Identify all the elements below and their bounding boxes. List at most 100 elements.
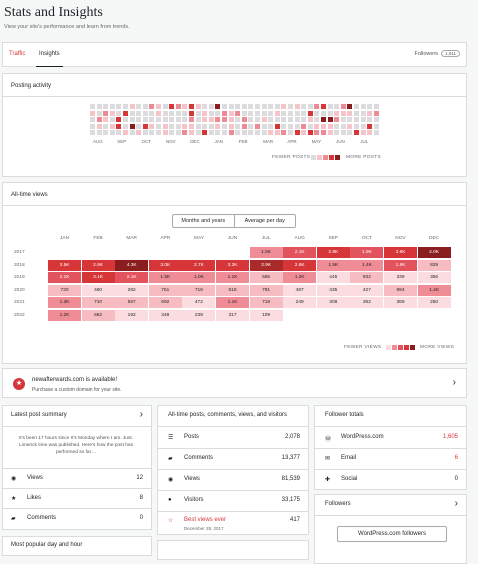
heatmap-cell[interactable]: 692 [148,297,182,308]
heatmap-cell[interactable]: 356 [417,272,451,283]
heatmap-cell[interactable]: 3.3K [216,259,249,271]
posting-legend-fewer: FEWER POSTS [272,155,311,160]
activity-day [314,123,320,129]
heatmap-cell[interactable]: 460 [81,284,115,296]
activity-day [156,104,161,109]
heatmap-cell[interactable]: 518 [216,284,249,296]
heatmap-cell[interactable]: 308 [316,297,350,308]
heatmap-cell[interactable]: 1.0K [182,272,216,283]
divider [3,468,151,469]
heatmap-cell[interactable]: 1.9K [350,247,384,258]
followers-type-select[interactable]: WordPress.com followers [337,526,447,542]
heatmap-cell[interactable]: 487 [283,284,317,296]
heatmap-cell[interactable]: 4.0K [417,247,451,258]
stat-value[interactable]: 6 [454,455,458,461]
activity-day [156,123,161,129]
activity-day [373,130,379,136]
activity-day [228,130,234,136]
activity-day [109,104,115,109]
heatmap-cell[interactable]: 1.9K [384,259,417,271]
toggle-months-years[interactable]: Months and years [173,215,235,227]
wordpress-icon: Ⓦ [325,437,332,443]
activity-day [347,104,353,109]
popular-day-card: Most popular day and hour [2,536,152,556]
heatmap-cell[interactable]: 339 [384,272,417,283]
heatmap-cell[interactable]: 472 [182,297,216,308]
heatmap-cell[interactable]: 2.1K [283,247,317,258]
heatmap-cell[interactable]: 710 [81,297,115,308]
heatmap-cell[interactable]: 2.9K [81,259,115,271]
activity-day [347,110,353,116]
heatmap-cell[interactable]: 829 [417,259,451,271]
activity-day [202,104,208,109]
heatmap-cell[interactable]: 282 [115,284,149,296]
activity-day [123,104,128,109]
heatmap-cell[interactable]: 791 [249,284,283,296]
heatmap-cell[interactable]: 3.5K [48,259,81,271]
heatmap-cell[interactable]: 348 [148,309,182,321]
heatmap-cell[interactable]: 565 [249,272,283,283]
tab-traffic[interactable]: Traffic [9,51,26,57]
stat-label: Email [341,455,357,461]
heatmap-cell[interactable]: 445 [316,272,350,283]
latest-post-title[interactable]: Latest post summary [11,412,67,418]
heatmap-cell[interactable]: 682 [81,309,115,321]
heatmap-cell[interactable]: 1.4K [417,284,451,296]
heatmap-cell[interactable]: 1.2K [48,309,81,321]
toggle-average-per-day[interactable]: Average per day [244,218,285,224]
activity-day [162,117,168,123]
heatmap-cell[interactable]: 2.1K [115,272,149,283]
heatmap-cell[interactable]: 192 [115,309,149,321]
activity-day [215,130,221,136]
heatmap-cell[interactable]: 1.5K [148,272,182,283]
heatmap-cell[interactable]: 3.1K [81,272,115,283]
followers-link[interactable]: Followers 1,611 [415,50,460,57]
heatmap-cell[interactable]: 2.9K [316,247,350,258]
heatmap-cell[interactable]: 362 [350,297,384,308]
heatmap-cell[interactable]: 1.1K [216,272,249,283]
heatmap-cell[interactable]: 1.3K [48,297,81,308]
activity-day [373,110,379,116]
heatmap-cell[interactable]: 730 [48,284,81,296]
heatmap-cell[interactable]: 1.2K [283,272,317,283]
heatmap-cell[interactable]: 249 [283,297,317,308]
activity-day [162,130,168,136]
heatmap-cell[interactable]: 4.3K [115,259,149,271]
heatmap-cell[interactable]: 932 [350,272,384,283]
divider [158,469,308,470]
heatmap-cell[interactable]: 109 [249,309,283,321]
heatmap-cell[interactable]: 718 [249,297,283,308]
heatmap-cell[interactable]: 1.5K [249,247,283,258]
activity-day [314,110,320,116]
tab-insights[interactable]: Insights [36,51,63,67]
heatmap-cell[interactable]: 2.7K [182,259,216,271]
heatmap-cell[interactable]: 3.9K [249,259,283,271]
heatmap-cell[interactable]: 1.5K [316,259,350,271]
heatmap-cell[interactable]: 2.1K [48,272,81,283]
heatmap-cell[interactable]: 1.4K [350,259,384,271]
heatmap-cell[interactable]: 2.6K [283,259,317,271]
heatmap-cell[interactable]: 3.6K [384,247,417,258]
heatmap-cell[interactable]: 369 [384,297,417,308]
heatmap-cell[interactable]: 1.1K [216,297,249,308]
activity-day [241,104,247,109]
activity-day [294,123,300,129]
chevron-right-icon[interactable]: › [454,498,458,509]
heatmap-cell[interactable]: 250 [417,297,451,308]
domain-banner[interactable]: ★ newafterwards.com is available! Purcha… [2,368,467,398]
best-views-label[interactable]: Best views ever [184,517,227,523]
heatmap-cell[interactable]: 894 [384,284,417,296]
heatmap-cell[interactable]: 3.0K [148,259,182,271]
heatmap-cell[interactable]: 751 [148,284,182,296]
heatmap-cell[interactable]: 567 [115,297,149,308]
chevron-right-icon[interactable]: › [139,409,143,420]
heatmap-cell[interactable]: 716 [182,284,216,296]
stat-value[interactable]: 1,605 [442,434,458,440]
followers-card-title[interactable]: Followers [325,501,351,507]
heatmap-cell[interactable]: 435 [316,284,350,296]
activity-day [268,117,274,123]
heatmap-cell[interactable]: 238 [182,309,216,321]
heatmap-cell[interactable]: 427 [350,284,384,296]
star-icon: ☆ [168,518,174,524]
heatmap-cell[interactable]: 317 [216,309,249,321]
